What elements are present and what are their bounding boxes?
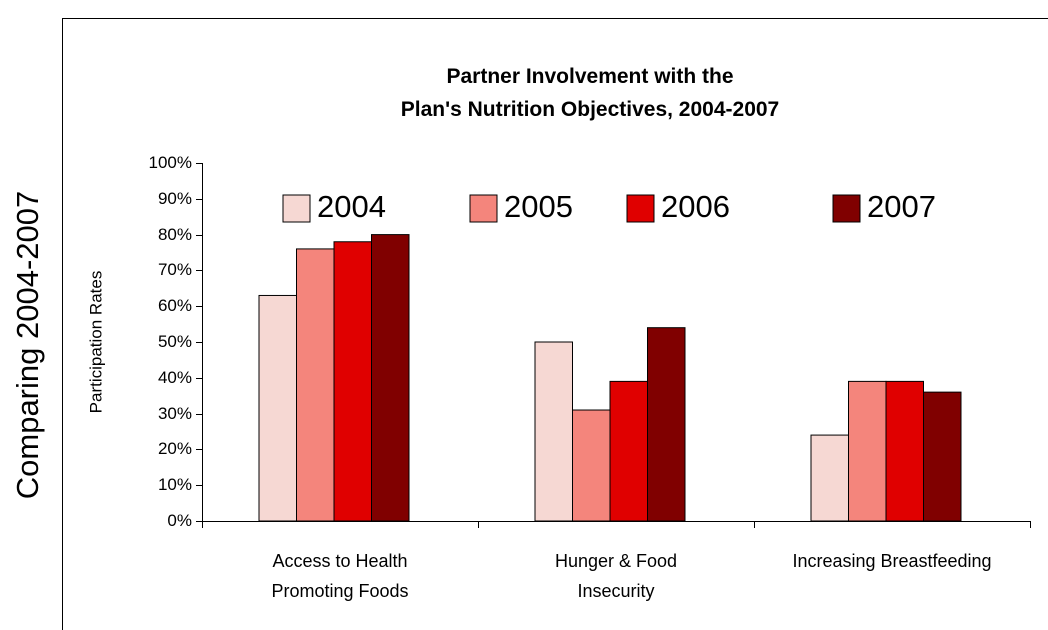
bar [296, 248, 335, 522]
legend-swatch [832, 194, 861, 223]
bar [848, 380, 887, 522]
y-tick-label: 80% [158, 225, 192, 244]
bar [647, 327, 686, 522]
x-tick-label: Hunger & Food Insecurity [554, 551, 678, 601]
bar [572, 409, 611, 522]
y-tick-label: 70% [158, 260, 192, 279]
legend-label: 2006 [661, 189, 730, 224]
chart-frame [62, 18, 1048, 630]
x-tick-label: Increasing Breastfeeding [792, 551, 992, 571]
y-axis-label: Participation Rates [86, 271, 105, 414]
bar [333, 241, 372, 522]
y-tick-label: 50% [158, 332, 192, 351]
y-tick-label: 30% [158, 404, 192, 423]
legend-swatch [282, 194, 311, 223]
side-label: Comparing 2004-2007 [10, 191, 45, 500]
legend-label: 2005 [504, 189, 573, 224]
bar [810, 434, 849, 522]
y-tick-label: 40% [158, 368, 192, 387]
chart-title: Partner Involvement with the Plan's Nutr… [400, 65, 780, 121]
y-tick-label: 20% [158, 439, 192, 458]
y-tick-label: 100% [149, 153, 192, 172]
bar [371, 234, 410, 522]
legend-label: 2007 [867, 189, 936, 224]
x-tick-label: Access to Health Promoting Foods [271, 551, 409, 601]
legend-swatch [469, 194, 498, 223]
bar [258, 294, 297, 522]
y-tick-label: 0% [167, 511, 192, 530]
bar [923, 391, 962, 522]
legend-label: 2004 [317, 189, 386, 224]
y-tick-label: 60% [158, 296, 192, 315]
legend-swatch [626, 194, 655, 223]
y-tick-label: 90% [158, 189, 192, 208]
bar [885, 380, 924, 522]
bar [609, 380, 648, 522]
bar [534, 341, 573, 522]
y-tick-label: 10% [158, 475, 192, 494]
